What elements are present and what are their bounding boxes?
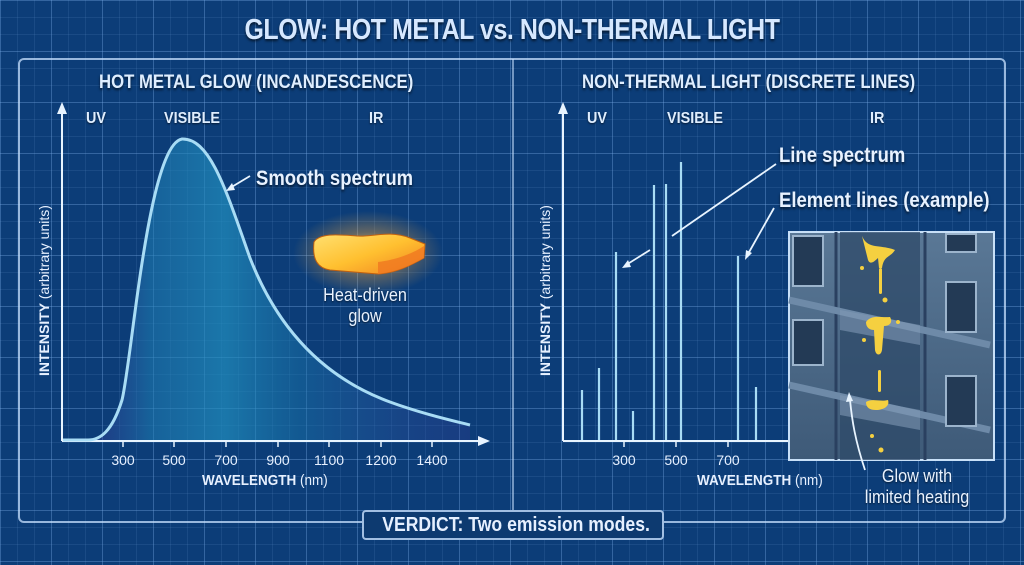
x-axis-title-main: WAVELENGTH <box>202 472 297 489</box>
x-axis-arrow-icon <box>478 436 490 446</box>
element-lines-label: Element lines (example) <box>779 189 990 212</box>
right-band-uv: UV <box>587 110 608 127</box>
right-panel-title: NON-THERMAL LIGHT (DISCRETE LINES) <box>582 72 916 93</box>
y-axis-title-unit: (arbitrary units) <box>537 205 553 300</box>
right-band-ir: IR <box>870 110 885 127</box>
caption-line-1: Glow with <box>881 466 953 486</box>
right-tick-700: 700 <box>716 452 740 468</box>
smooth-spectrum-label: Smooth spectrum <box>256 167 414 190</box>
left-tick-500: 500 <box>162 452 186 468</box>
x-axis-title-unit: (nm) <box>795 472 823 489</box>
smooth-spectrum-curve <box>63 137 471 442</box>
right-y-axis-title: INTENSITY (arbitrary units) <box>537 205 553 376</box>
emission-lines <box>580 162 758 440</box>
damaged-building-illustration <box>788 231 995 471</box>
left-band-uv: UV <box>86 110 107 127</box>
hot-metal-slab-icon <box>293 211 443 295</box>
left-tick-700: 700 <box>214 452 238 468</box>
y-axis-arrow-icon <box>558 102 568 114</box>
left-band-visible: VISIBLE <box>164 110 221 127</box>
caption-line-1: Heat-driven <box>323 285 407 305</box>
limited-heating-caption: Glow with limited heating <box>859 466 976 508</box>
caption-line-2: limited heating <box>864 487 970 507</box>
left-tick-1100: 1100 <box>313 452 345 468</box>
left-x-axis-title: WAVELENGTH (nm) <box>202 472 328 489</box>
right-tick-500: 500 <box>664 452 688 468</box>
heat-driven-glow-caption: Heat-driven glow <box>307 285 424 327</box>
page-title: GLOW: HOT METAL vs. NON-THERMAL LIGHT <box>244 14 780 46</box>
y-axis-arrow-icon <box>57 102 67 114</box>
x-axis-title-unit: (nm) <box>300 472 328 489</box>
verdict-box: VERDICT: Two emission modes. <box>362 510 664 540</box>
left-tick-900: 900 <box>266 452 290 468</box>
right-x-axis-title: WAVELENGTH (nm) <box>697 472 823 489</box>
x-axis-title-main: WAVELENGTH <box>697 472 792 489</box>
left-tick-1200: 1200 <box>365 452 397 468</box>
right-tick-300: 300 <box>612 452 636 468</box>
panel-divider <box>512 59 514 521</box>
y-axis-title-main: INTENSITY <box>537 303 553 376</box>
left-panel-title: HOT METAL GLOW (INCANDESCENCE) <box>99 72 414 93</box>
left-band-ir: IR <box>369 110 384 127</box>
spectrum-fill <box>93 139 470 440</box>
left-tick-300: 300 <box>111 452 135 468</box>
line-spectrum-label: Line spectrum <box>779 144 906 167</box>
left-tick-1400: 1400 <box>416 452 448 468</box>
right-band-visible: VISIBLE <box>667 110 724 127</box>
verdict-text: VERDICT: Two emission modes. <box>382 514 650 536</box>
caption-line-2: glow <box>348 306 382 326</box>
